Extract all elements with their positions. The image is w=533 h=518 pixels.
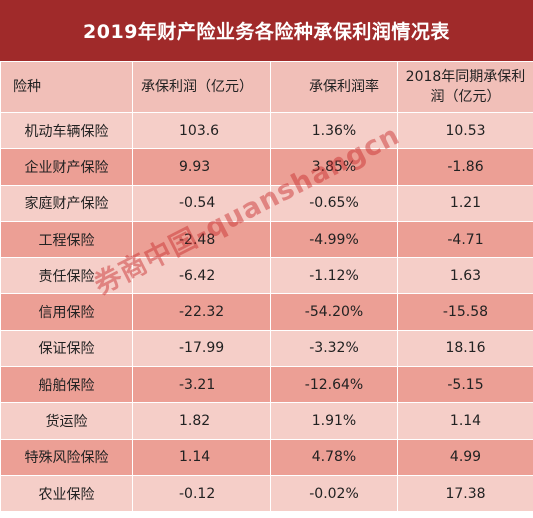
cell-insurance-type: 信用保险 — [0, 293, 133, 331]
cell-profit-rate: 3.85% — [270, 148, 398, 186]
table-row: 责任保险 -6.42 -1.12% 1.63 — [0, 257, 533, 295]
table-row: 信用保险 -22.32 -54.20% -15.58 — [0, 293, 533, 331]
cell-profit-rate: -12.64% — [270, 366, 398, 404]
cell-prior-year-profit: -5.15 — [397, 366, 533, 404]
table-row: 货运险 1.82 1.91% 1.14 — [0, 402, 533, 440]
table-body: 机动车辆保险 103.6 1.36% 10.53 企业财产保险 9.93 3.85% -1.8… — [0, 111, 533, 513]
table-row: 保证保险 -17.99 -3.32% 18.16 — [0, 329, 533, 368]
header-underwriting-profit: 承保利润（亿元） — [132, 61, 271, 113]
cell-insurance-type: 家庭财产保险 — [0, 184, 133, 222]
header-insurance-type: 险种 — [0, 61, 133, 113]
cell-underwriting-profit: -3.21 — [132, 366, 271, 404]
header-prior-year-line2: 润（亿元） — [430, 89, 501, 105]
table-row: 家庭财产保险 -0.54 -0.65% 1.21 — [0, 184, 533, 222]
cell-prior-year-profit: 10.53 — [397, 111, 533, 150]
cell-underwriting-profit: -17.99 — [132, 329, 271, 368]
cell-insurance-type: 保证保险 — [0, 329, 133, 368]
profit-table: 险种 承保利润（亿元） 承保利润率 2018年同期承保利 润（亿元） 机动车辆保… — [0, 61, 533, 513]
cell-profit-rate: 4.78% — [270, 438, 398, 476]
cell-profit-rate: 1.91% — [270, 402, 398, 440]
cell-underwriting-profit: -6.42 — [132, 257, 271, 295]
cell-profit-rate: -54.20% — [270, 293, 398, 331]
cell-underwriting-profit: 1.82 — [132, 402, 271, 440]
cell-profit-rate: -4.99% — [270, 220, 398, 259]
cell-underwriting-profit: -0.54 — [132, 184, 271, 222]
header-profit-rate: 承保利润率 — [270, 61, 398, 113]
cell-insurance-type: 特殊风险保险 — [0, 438, 133, 476]
table-row: 船舶保险 -3.21 -12.64% -5.15 — [0, 366, 533, 404]
cell-insurance-type: 船舶保险 — [0, 366, 133, 404]
cell-underwriting-profit: 1.14 — [132, 438, 271, 476]
cell-prior-year-profit: 1.63 — [397, 257, 533, 295]
cell-profit-rate: -3.32% — [270, 329, 398, 368]
cell-prior-year-profit: 18.16 — [397, 329, 533, 368]
header-prior-year-profit: 2018年同期承保利 润（亿元） — [397, 61, 533, 113]
cell-insurance-type: 货运险 — [0, 402, 133, 440]
cell-underwriting-profit: 9.93 — [132, 148, 271, 186]
cell-underwriting-profit: -2.48 — [132, 220, 271, 259]
cell-prior-year-profit: 4.99 — [397, 438, 533, 476]
cell-profit-rate: 1.36% — [270, 111, 398, 150]
cell-underwriting-profit: -0.12 — [132, 474, 271, 513]
cell-profit-rate: -0.65% — [270, 184, 398, 222]
cell-insurance-type: 机动车辆保险 — [0, 111, 133, 150]
cell-profit-rate: -0.02% — [270, 474, 398, 513]
table-row: 机动车辆保险 103.6 1.36% 10.53 — [0, 111, 533, 150]
table-row: 企业财产保险 9.93 3.85% -1.86 — [0, 148, 533, 186]
cell-underwriting-profit: -22.32 — [132, 293, 271, 331]
table-title: 2019年财产险业务各险种承保利润情况表 — [0, 0, 533, 61]
cell-insurance-type: 企业财产保险 — [0, 148, 133, 186]
cell-insurance-type: 工程保险 — [0, 220, 133, 259]
table-row: 农业保险 -0.12 -0.02% 17.38 — [0, 474, 533, 513]
cell-underwriting-profit: 103.6 — [132, 111, 271, 150]
cell-prior-year-profit: -15.58 — [397, 293, 533, 331]
cell-prior-year-profit: 17.38 — [397, 474, 533, 513]
header-prior-year-line1: 2018年同期承保利 — [405, 69, 526, 85]
table-row: 工程保险 -2.48 -4.99% -4.71 — [0, 220, 533, 259]
cell-prior-year-profit: -1.86 — [397, 148, 533, 186]
table-row: 特殊风险保险 1.14 4.78% 4.99 — [0, 438, 533, 476]
cell-prior-year-profit: 1.14 — [397, 402, 533, 440]
cell-profit-rate: -1.12% — [270, 257, 398, 295]
cell-insurance-type: 责任保险 — [0, 257, 133, 295]
cell-insurance-type: 农业保险 — [0, 474, 133, 513]
cell-prior-year-profit: 1.21 — [397, 184, 533, 222]
header-row: 险种 承保利润（亿元） 承保利润率 2018年同期承保利 润（亿元） — [0, 61, 533, 113]
cell-prior-year-profit: -4.71 — [397, 220, 533, 259]
